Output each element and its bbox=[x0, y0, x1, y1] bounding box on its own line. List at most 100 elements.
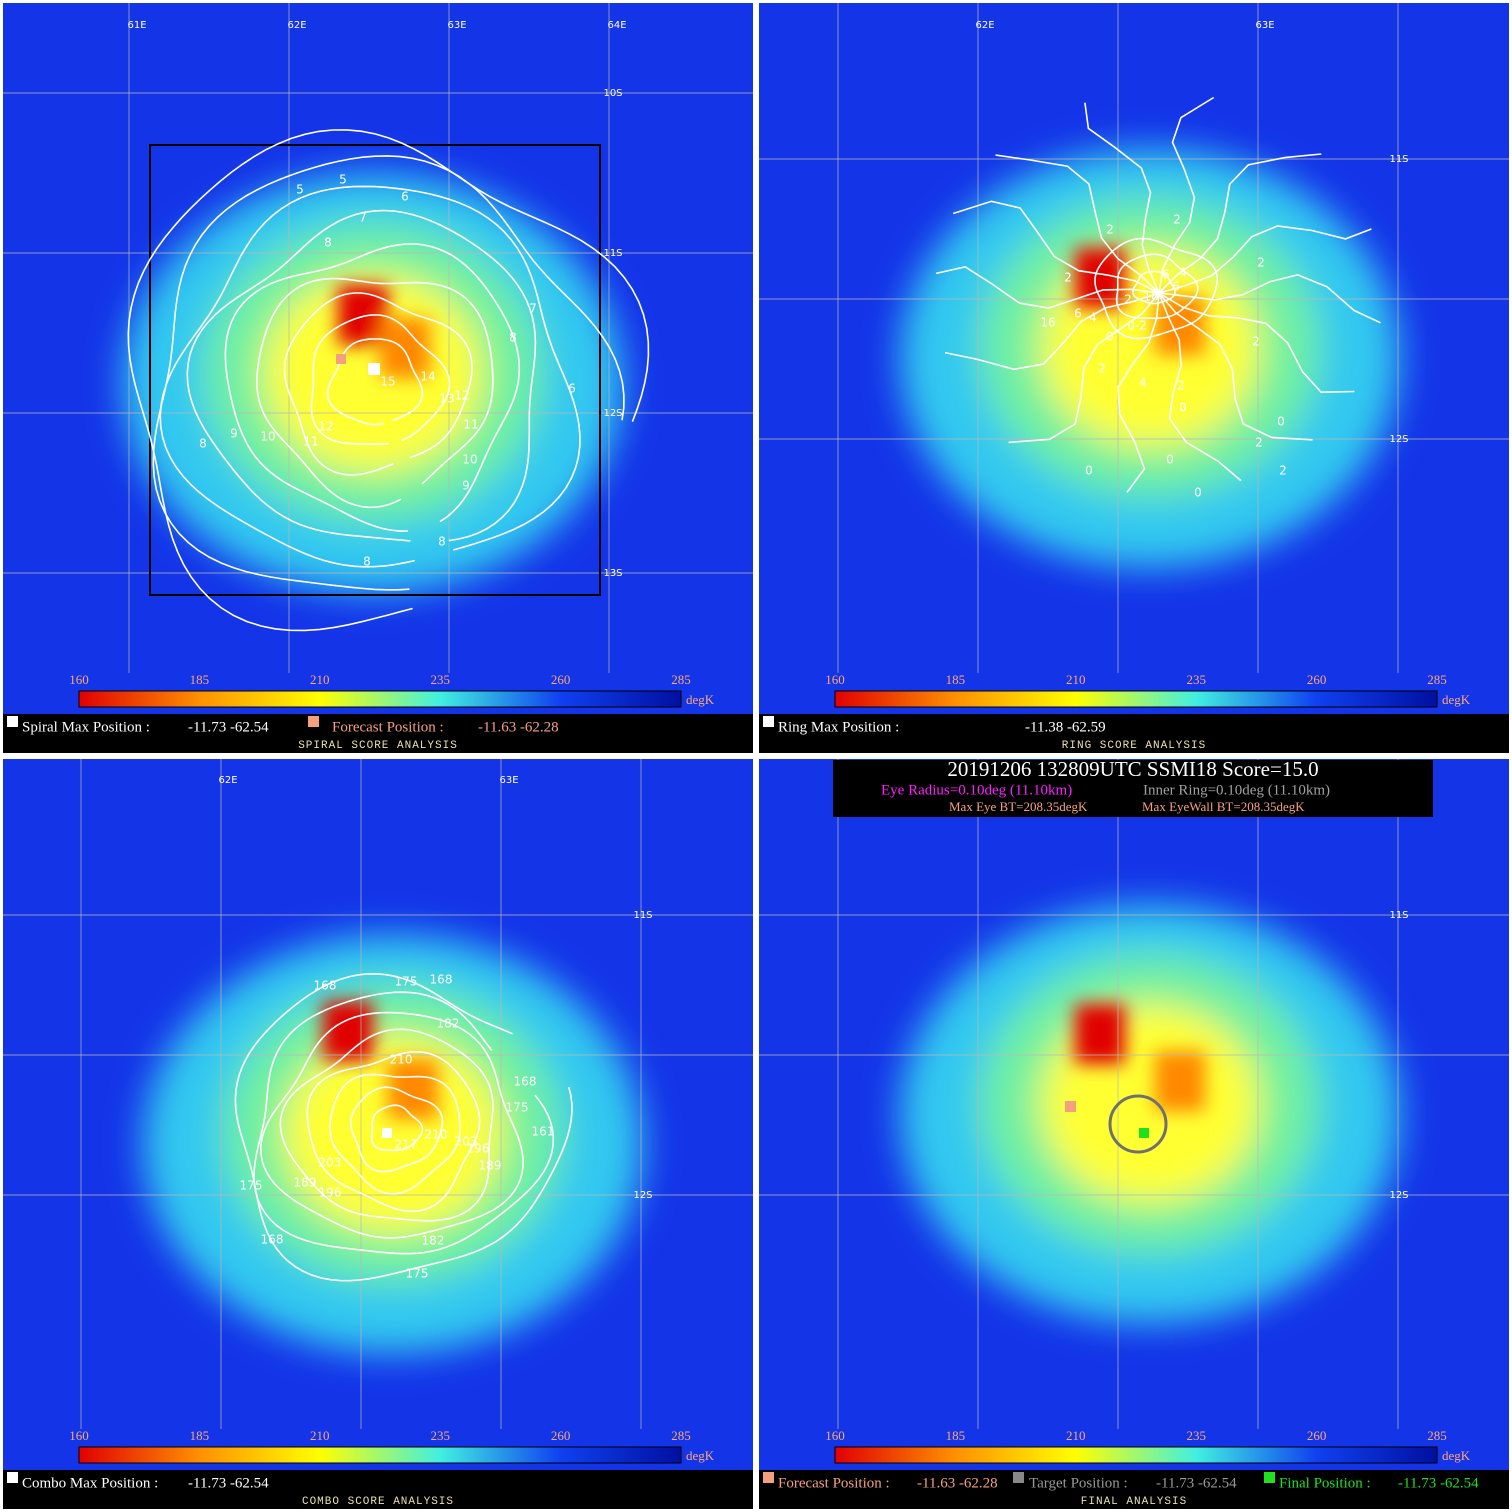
legend-bg bbox=[759, 1470, 1509, 1509]
inner-ring: Inner Ring=0.10deg (11.10km) bbox=[1143, 782, 1330, 798]
contour-label: 9 bbox=[462, 479, 470, 493]
colorbar-tick: 285 bbox=[671, 1428, 691, 1443]
contour-label: 16 bbox=[1143, 290, 1158, 304]
legend-swatch bbox=[7, 1472, 18, 1483]
contour bbox=[370, 1104, 424, 1152]
contour-label: 6 bbox=[1172, 280, 1180, 294]
legend-label: Ring Max Position : bbox=[778, 719, 899, 735]
legend-value: -11.38 -62.59 bbox=[1025, 719, 1106, 735]
colorbar-tick: 235 bbox=[430, 1428, 450, 1443]
contour bbox=[1117, 292, 1160, 493]
contour-label: 168 bbox=[514, 1075, 537, 1089]
contour-label: 175 bbox=[395, 975, 418, 989]
contour-label: 12 bbox=[318, 420, 333, 434]
lat-label: 12S bbox=[1389, 1190, 1408, 1201]
contour-label: 217 bbox=[395, 1138, 418, 1152]
contour bbox=[1115, 253, 1199, 320]
max-marker bbox=[368, 363, 380, 375]
contour bbox=[1158, 153, 1322, 294]
contour bbox=[1158, 225, 1372, 294]
colorbar-unit: degK bbox=[686, 692, 715, 707]
cold-cloud bbox=[338, 285, 430, 378]
contour bbox=[944, 292, 1160, 371]
lat-label: 11S bbox=[603, 248, 622, 259]
contour bbox=[1094, 237, 1218, 340]
contour bbox=[1158, 274, 1381, 324]
contour-label: 6 bbox=[568, 382, 576, 396]
contour bbox=[935, 266, 1160, 309]
contour-label: 2 bbox=[1098, 362, 1106, 376]
colorbar-tick: 235 bbox=[1186, 1428, 1206, 1443]
lon-label: 63E bbox=[1255, 20, 1274, 31]
contour bbox=[952, 200, 1160, 294]
contour-label: 0 bbox=[1179, 401, 1187, 415]
forecast-marker bbox=[336, 354, 346, 364]
contour-label: 11 bbox=[303, 435, 318, 449]
contour-label: 0 bbox=[1277, 415, 1285, 429]
legend-swatch bbox=[1013, 1472, 1024, 1483]
legend-swatch bbox=[763, 716, 774, 727]
contour-label: 2 bbox=[1279, 464, 1287, 478]
contour bbox=[127, 129, 650, 632]
contour bbox=[283, 292, 473, 476]
lat-label: 10S bbox=[603, 88, 622, 99]
contour-label: 2 bbox=[1252, 335, 1260, 349]
contour bbox=[186, 209, 537, 542]
contour-label: 4 bbox=[1179, 266, 1187, 280]
contour-label: 6 bbox=[401, 190, 409, 204]
brightness-field bbox=[143, 934, 643, 1354]
contour-label: 168 bbox=[430, 973, 453, 987]
contour-label: 14 bbox=[420, 370, 435, 384]
contour bbox=[1158, 96, 1215, 294]
contour-label: 13 bbox=[439, 392, 454, 406]
colorbar bbox=[78, 1446, 682, 1464]
legend-value: -11.73 -62.54 bbox=[1398, 1475, 1479, 1491]
warm-region bbox=[1040, 248, 1260, 448]
contour-label: 2 bbox=[1177, 379, 1185, 393]
contour bbox=[1158, 292, 1355, 394]
contour-label: 2 bbox=[1257, 256, 1265, 270]
colorbar-tick: 210 bbox=[1066, 1428, 1086, 1443]
colorbar bbox=[834, 690, 1438, 708]
contour bbox=[329, 1073, 461, 1195]
contour-label: 8 bbox=[438, 535, 446, 549]
contour bbox=[1158, 292, 1313, 441]
contour-label: 210 bbox=[390, 1053, 413, 1067]
colorbar-unit: degK bbox=[686, 1448, 715, 1463]
lon-label: 63E bbox=[447, 20, 466, 31]
legend-bg bbox=[3, 1470, 753, 1509]
contour-label: 4 bbox=[1089, 311, 1097, 325]
contour bbox=[234, 972, 573, 1282]
contour-label: 0 bbox=[1166, 453, 1174, 467]
legend-label: Final Position : bbox=[1279, 1475, 1371, 1491]
max-eye-bt: Max Eye BT=208.35degK bbox=[949, 799, 1088, 814]
legend-label: Forecast Position : bbox=[778, 1475, 890, 1491]
max-eyewall-bt: Max EyeWall BT=208.35degK bbox=[1142, 799, 1305, 814]
contour-label: 203 bbox=[319, 1156, 342, 1170]
contour-label: 2 bbox=[1124, 293, 1132, 307]
contour-label: 7 bbox=[359, 211, 367, 225]
contour bbox=[995, 154, 1160, 294]
contour-label: 2 bbox=[1064, 271, 1072, 285]
contour bbox=[349, 1086, 444, 1173]
brightness-field bbox=[900, 904, 1400, 1324]
contour-label: 189 bbox=[479, 1159, 502, 1173]
contour bbox=[152, 155, 625, 591]
colorbar-tick: 160 bbox=[825, 672, 845, 687]
colorbar-tick: 185 bbox=[946, 1428, 966, 1443]
contour-label: 0 bbox=[1085, 464, 1093, 478]
colorbar-tick: 210 bbox=[1066, 672, 1086, 687]
colorbar-tick: 260 bbox=[551, 1428, 571, 1443]
colorbar-tick: 260 bbox=[1307, 672, 1327, 687]
legend-label: Combo Max Position : bbox=[22, 1475, 158, 1491]
contour-label: 6 bbox=[1162, 268, 1170, 282]
legend-swatch bbox=[763, 1472, 774, 1483]
contour bbox=[259, 1011, 524, 1239]
legend-label: Forecast Position : bbox=[332, 719, 444, 735]
cold-top bbox=[1075, 1004, 1125, 1064]
colorbar-tick: 260 bbox=[551, 672, 571, 687]
panel-title: RING SCORE ANALYSIS bbox=[1062, 740, 1206, 752]
legend-value: -11.63 -62.28 bbox=[917, 1475, 998, 1491]
